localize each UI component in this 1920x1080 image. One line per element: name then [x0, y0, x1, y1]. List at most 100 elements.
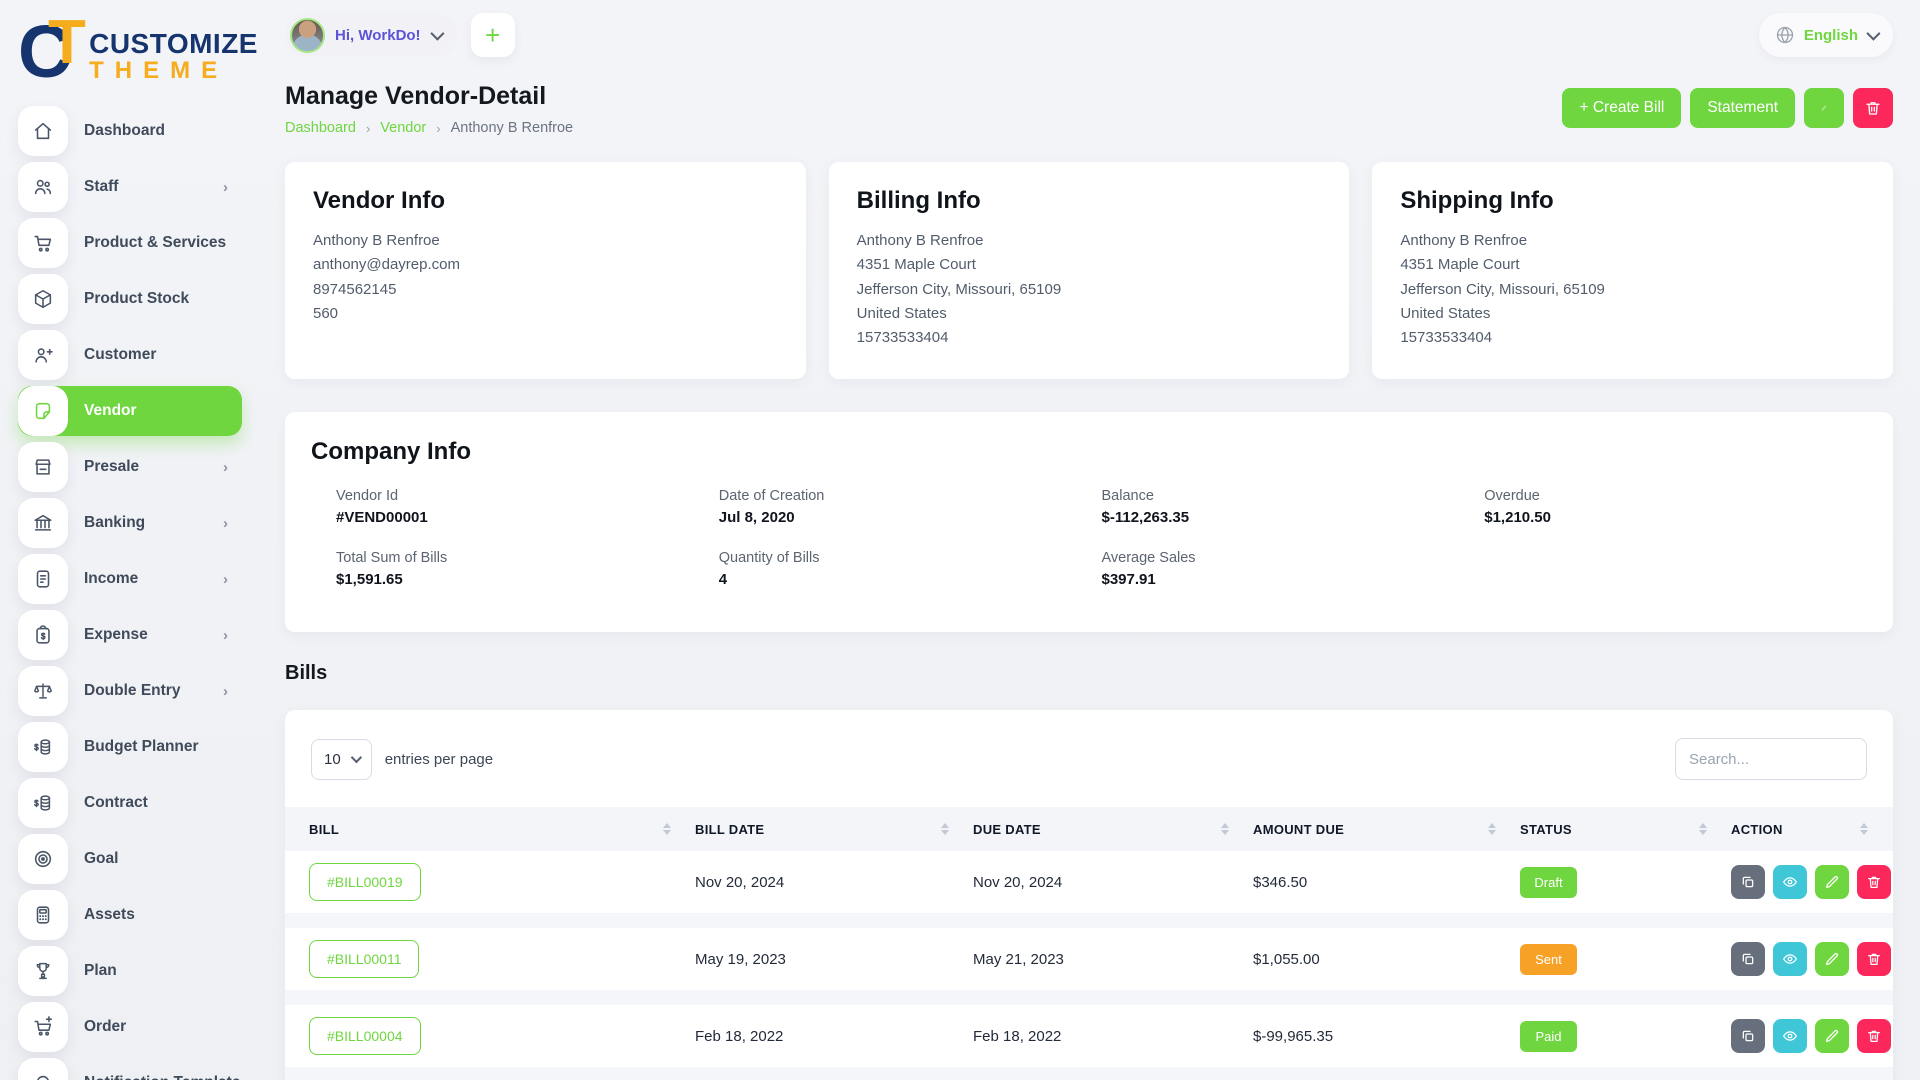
title-row: Manage Vendor-Detail Dashboard › Vendor … [285, 82, 1893, 136]
vendor-name: Anthony B Renfroe [313, 232, 440, 249]
duplicate-icon [1742, 876, 1754, 888]
topbar: Hi, WorkDo! + English [285, 0, 1893, 58]
note-icon [18, 386, 68, 436]
edit-button[interactable] [1815, 1019, 1849, 1053]
sidebar-item-goal[interactable]: Goal [18, 834, 242, 884]
column-header-amount-due[interactable]: AMOUNT DUE [1253, 822, 1520, 837]
svg-text:$: $ [34, 799, 39, 808]
duplicate-button[interactable] [1731, 942, 1765, 976]
view-button[interactable] [1773, 1019, 1807, 1053]
sidebar-item-product-services[interactable]: Product & Services [18, 218, 242, 268]
svg-text:$: $ [41, 632, 46, 641]
due-date: May 21, 2023 [973, 950, 1064, 968]
user-menu[interactable]: Hi, WorkDo! [285, 13, 457, 57]
breadcrumb-dashboard[interactable]: Dashboard [285, 120, 356, 136]
chevron-down-icon [1866, 26, 1881, 41]
vendor-phone: 8974562145 [313, 280, 397, 298]
edit-button[interactable] [1815, 942, 1849, 976]
home-icon [18, 106, 68, 156]
sidebar-item-staff[interactable]: Staff › [18, 162, 242, 212]
brand-monogram-icon: C T [18, 8, 86, 93]
field-quantity-of-bills: Quantity of Bills 4 [718, 550, 820, 588]
bill-number-link[interactable]: #BILL00011 [309, 940, 420, 978]
field-date-of-creation: Date of Creation Jul 8, 2020 [718, 488, 825, 526]
delete-button[interactable] [1857, 1019, 1891, 1053]
brand-logo[interactable]: C T CUSTOMIZE THEME [18, 8, 258, 98]
sidebar-item-dashboard[interactable]: Dashboard [18, 106, 242, 156]
sidebar-item-double-entry[interactable]: Double Entry › [18, 666, 242, 716]
delete-vendor-button[interactable] [1853, 88, 1893, 128]
sort-icon[interactable] [1860, 823, 1868, 835]
trophy-icon [18, 946, 68, 996]
sidebar-item-banking[interactable]: Banking › [18, 498, 242, 548]
sort-icon[interactable] [1488, 823, 1496, 835]
edit-button[interactable] [1815, 865, 1849, 899]
table-row: #BILL00004 Feb 18, 2022 Feb 18, 2022 $-9… [285, 1005, 1893, 1067]
column-header-status[interactable]: STATUS [1520, 822, 1731, 837]
coins-icon: $ [18, 778, 68, 828]
billing-address2: Jefferson City, Missouri, 65109 [856, 280, 1062, 298]
sort-icon[interactable] [663, 823, 671, 835]
table-row: #BILL00011 May 19, 2023 May 21, 2023 $1,… [285, 928, 1893, 990]
sidebar-item-budget-planner[interactable]: $ Budget Planner [18, 722, 242, 772]
trash-icon [1868, 876, 1880, 888]
vendor-email: anthony@dayrep.com [313, 256, 460, 274]
view-button[interactable] [1773, 865, 1807, 899]
coins-icon: $ [18, 722, 68, 772]
sidebar: C T CUSTOMIZE THEME Dashboard Staff › Pr… [0, 0, 258, 1080]
sidebar-item-plan[interactable]: Plan [18, 946, 242, 996]
create-bill-button[interactable]: + Create Bill [1562, 88, 1682, 128]
delete-button[interactable] [1857, 942, 1891, 976]
edit-vendor-button[interactable] [1804, 88, 1844, 128]
column-header-action[interactable]: ACTION [1731, 822, 1892, 837]
brand-name-line1: CUSTOMIZE [89, 27, 258, 59]
view-button[interactable] [1773, 942, 1807, 976]
sidebar-item-order[interactable]: Order [18, 1002, 242, 1052]
breadcrumb-vendor[interactable]: Vendor [380, 120, 427, 136]
sidebar-item-assets[interactable]: Assets [18, 890, 242, 940]
sidebar-item-contract[interactable]: $ Contract [18, 778, 242, 828]
trash-icon [1868, 1030, 1880, 1042]
pencil-icon [1821, 105, 1827, 111]
column-header-bill-date[interactable]: BILL DATE [695, 822, 973, 837]
sort-icon[interactable] [941, 823, 949, 835]
duplicate-button[interactable] [1731, 1019, 1765, 1053]
sidebar-item-notification-template[interactable]: Notification Template [18, 1058, 242, 1080]
row-divider [285, 913, 1893, 928]
billing-name: Anthony B Renfroe [856, 232, 984, 249]
bill-number-link[interactable]: #BILL00019 [309, 863, 421, 901]
calculator-icon [18, 890, 68, 940]
users-icon [18, 162, 68, 212]
sidebar-item-customer[interactable]: Customer [18, 330, 242, 380]
sidebar-item-income[interactable]: Income › [18, 554, 242, 604]
sidebar-item-product-stock[interactable]: Product Stock [18, 274, 242, 324]
sidebar-item-vendor[interactable]: Vendor [18, 386, 242, 436]
duplicate-button[interactable] [1731, 865, 1765, 899]
quick-add-button[interactable]: + [470, 13, 515, 57]
company-info-card: Company Info Vendor Id #VEND00001 Date o… [285, 412, 1893, 632]
billing-info-card: Billing Info Anthony B Renfroe 4351 Mapl… [828, 162, 1350, 379]
delete-button[interactable] [1857, 865, 1891, 899]
sort-icon[interactable] [1699, 823, 1707, 835]
sort-icon[interactable] [1221, 823, 1229, 835]
page-title: Manage Vendor-Detail [285, 82, 547, 110]
sidebar-item-expense[interactable]: $ Expense › [18, 610, 242, 660]
statement-button[interactable]: Statement [1690, 88, 1795, 128]
row-actions [1731, 1019, 1892, 1053]
search-input[interactable] [1675, 738, 1867, 780]
page-actions: + Create Bill Statement [1562, 88, 1893, 128]
bill-number-link[interactable]: #BILL00004 [309, 1017, 421, 1055]
sidebar-item-presale[interactable]: Presale › [18, 442, 242, 492]
column-header-bill[interactable]: BILL [285, 822, 695, 837]
status-badge: Paid [1520, 1020, 1577, 1052]
row-divider [285, 1067, 1893, 1080]
field-balance: Balance $-112,263.35 [1101, 488, 1190, 526]
vendor-info-card: Vendor Info Anthony B Renfroe anthony@da… [285, 162, 806, 379]
language-selector[interactable]: English [1758, 13, 1893, 57]
eye-icon [1783, 877, 1797, 887]
eye-icon [1783, 954, 1797, 964]
company-info-title: Company Info [311, 438, 471, 465]
brand-name-line2: THEME [89, 56, 229, 84]
entries-per-page-select[interactable]: 10 [311, 738, 372, 780]
column-header-due-date[interactable]: DUE DATE [973, 822, 1253, 837]
